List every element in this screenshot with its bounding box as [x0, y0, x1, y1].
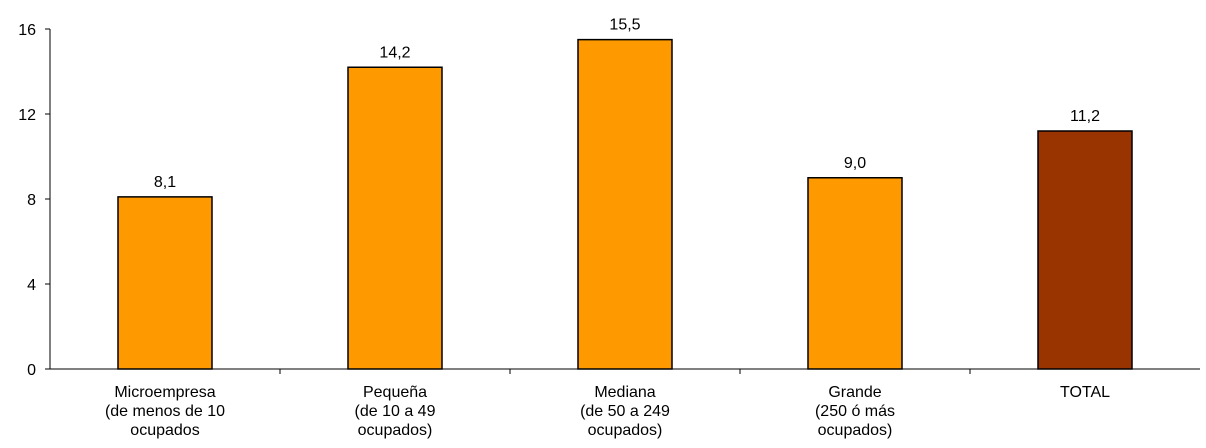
- labels: 8,1 Microempresa (de menos de 10 ocupados 14…: [105, 17, 1110, 439]
- bars: [117, 38, 1133, 370]
- x-tick-label: (250 ó más: [815, 403, 895, 420]
- y-tick-label: 8: [27, 192, 36, 209]
- y-tick-label: 4: [27, 277, 36, 294]
- bar: [807, 177, 903, 370]
- bar: [347, 66, 443, 370]
- y-tick-label: 16: [18, 22, 36, 39]
- x-tick-label: ocupados): [588, 422, 663, 439]
- data-label: 9,0: [844, 155, 866, 172]
- x-tick-label: Mediana: [594, 384, 655, 401]
- data-label: 11,2: [1070, 108, 1100, 125]
- data-label: 15,5: [609, 17, 640, 34]
- data-label: 14,2: [379, 44, 410, 61]
- x-tick-label: ocupados): [358, 422, 433, 439]
- x-tick-label: (de menos de 10: [105, 403, 225, 420]
- bar: [577, 38, 673, 370]
- x-tick-label: Pequeña: [363, 384, 427, 401]
- x-tick-label: (de 10 a 49: [355, 403, 436, 420]
- x-tick-label: ocupados): [818, 422, 893, 439]
- bar: [117, 196, 213, 370]
- data-label: 8,1: [154, 174, 176, 191]
- x-tick-label: (de 50 a 249: [580, 403, 670, 420]
- x-tick-label: Microempresa: [114, 384, 215, 401]
- bar: [1037, 130, 1133, 370]
- y-tick-label: 0: [27, 362, 36, 379]
- x-tick-label: TOTAL: [1060, 384, 1110, 401]
- axes: 0 4 8 12 16: [18, 22, 1200, 379]
- x-tick-label: Grande: [828, 384, 881, 401]
- x-tick-label: ocupados: [130, 422, 199, 439]
- y-tick-label: 12: [18, 107, 36, 124]
